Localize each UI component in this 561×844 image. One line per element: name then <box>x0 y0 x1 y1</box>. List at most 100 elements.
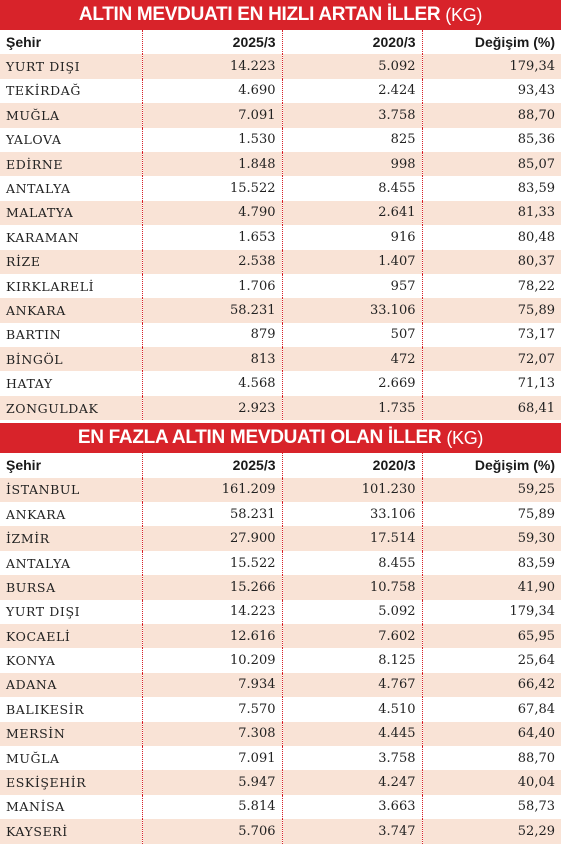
cell-2025: 7.308 <box>141 721 282 746</box>
table-row: KIRKLARELİ 1.706 957 78,22 <box>0 273 561 299</box>
cell-city: ADANA <box>0 672 142 698</box>
cell-2025: 58.231 <box>141 298 282 323</box>
cell-2025: 15.522 <box>141 176 282 201</box>
cell-change: 66,42 <box>421 672 561 698</box>
cell-2025: 10.209 <box>141 648 282 673</box>
column-header-change: Değişim (%) <box>421 453 561 478</box>
cell-change: 85,07 <box>421 151 561 177</box>
cell-change: 81,33 <box>421 200 561 226</box>
cell-city: RİZE <box>0 249 142 274</box>
cell-2020: 1.407 <box>281 249 422 274</box>
column-header-2020: 2020/3 <box>281 453 422 478</box>
cell-2020: 8.455 <box>281 550 422 576</box>
cell-2025: 27.900 <box>141 526 282 551</box>
cell-city: ANKARA <box>0 298 142 323</box>
cell-change: 80,37 <box>421 249 561 274</box>
cell-change: 88,70 <box>421 103 561 128</box>
table-row: TEKİRDAĞ 4.690 2.424 93,43 <box>0 78 561 104</box>
cell-change: 25,64 <box>421 648 561 673</box>
cell-city: ESKİŞEHİR <box>0 770 142 795</box>
table-row: YALOVA 1.530 825 85,36 <box>0 127 561 152</box>
table-row: ANTALYA 15.522 8.455 83,59 <box>0 176 561 201</box>
cell-2020: 4.767 <box>281 672 422 698</box>
cell-city: KAYSERİ <box>0 819 142 844</box>
table-row: KARAMAN 1.653 916 80,48 <box>0 225 561 250</box>
fastest-growing-table: Şehir 2025/3 2020/3 Değişim (%) YURT DIŞI 14.… <box>0 30 561 421</box>
cell-2020: 825 <box>281 127 422 152</box>
cell-2020: 33.106 <box>281 298 422 323</box>
cell-change: 40,04 <box>421 770 561 795</box>
table-row: YURT DIŞI 14.223 5.092 179,34 <box>0 599 561 624</box>
cell-city: KARAMAN <box>0 225 142 250</box>
table-row: BALIKESİR 7.570 4.510 67,84 <box>0 697 561 722</box>
header-row: Şehir 2025/3 2020/3 Değişim (%) <box>0 30 561 55</box>
cell-2020: 916 <box>281 225 422 250</box>
cell-2020: 3.747 <box>281 819 422 844</box>
cell-city: KONYA <box>0 648 142 673</box>
table-row: KOCAELİ 12.616 7.602 65,95 <box>0 623 561 649</box>
table-row: MALATYA 4.790 2.641 81,33 <box>0 200 561 226</box>
cell-change: 75,89 <box>421 298 561 323</box>
cell-2025: 7.570 <box>141 697 282 722</box>
cell-2020: 101.230 <box>281 477 422 503</box>
largest-deposit-table: Şehir 2025/3 2020/3 Değişim (%) İSTANBUL 161.… <box>0 453 561 844</box>
cell-2020: 8.125 <box>281 648 422 673</box>
cell-change: 179,34 <box>421 54 561 79</box>
cell-city: MALATYA <box>0 200 142 226</box>
cell-2025: 58.231 <box>141 502 282 527</box>
cell-2025: 813 <box>141 347 282 372</box>
cell-change: 83,59 <box>421 176 561 201</box>
cell-city: MUĞLA <box>0 103 142 128</box>
table-row: EDİRNE 1.848 998 85,07 <box>0 151 561 177</box>
cell-change: 72,07 <box>421 347 561 372</box>
table-row: KONYA 10.209 8.125 25,64 <box>0 648 561 673</box>
cell-city: BİNGÖL <box>0 347 142 372</box>
cell-2020: 998 <box>281 151 422 177</box>
cell-city: MUĞLA <box>0 745 142 771</box>
column-header-2025: 2025/3 <box>141 30 282 55</box>
cell-2025: 2.923 <box>141 395 282 421</box>
cell-2025: 15.522 <box>141 550 282 576</box>
cell-2020: 17.514 <box>281 526 422 551</box>
cell-2020: 4.445 <box>281 721 422 746</box>
cell-city: EDİRNE <box>0 151 142 177</box>
cell-change: 65,95 <box>421 623 561 649</box>
cell-city: İZMİR <box>0 526 142 551</box>
cell-2025: 15.266 <box>141 575 282 600</box>
cell-2025: 7.091 <box>141 103 282 128</box>
cell-2025: 5.814 <box>141 794 282 820</box>
table-row: ANKARA 58.231 33.106 75,89 <box>0 298 561 323</box>
cell-2020: 10.758 <box>281 575 422 600</box>
cell-change: 52,29 <box>421 819 561 844</box>
section-title: ALTIN MEVDUATI EN HIZLI ARTAN İLLER (KG) <box>0 0 561 30</box>
cell-city: ANTALYA <box>0 176 142 201</box>
cell-change: 59,25 <box>421 477 561 503</box>
cell-2025: 7.091 <box>141 745 282 771</box>
table-row: BİNGÖL 813 472 72,07 <box>0 347 561 372</box>
cell-2025: 4.568 <box>141 371 282 396</box>
cell-city: KOCAELİ <box>0 623 142 649</box>
cell-city: YURT DIŞI <box>0 599 142 624</box>
cell-2020: 3.758 <box>281 745 422 771</box>
table-row: ADANA 7.934 4.767 66,42 <box>0 672 561 698</box>
cell-2025: 2.538 <box>141 249 282 274</box>
cell-2025: 12.616 <box>141 623 282 649</box>
cell-change: 179,34 <box>421 599 561 624</box>
cell-2020: 1.735 <box>281 395 422 421</box>
cell-2025: 1.530 <box>141 127 282 152</box>
header-row: Şehir 2025/3 2020/3 Değişim (%) <box>0 453 561 478</box>
table-row: YURT DIŞI 14.223 5.092 179,34 <box>0 54 561 79</box>
cell-change: 83,59 <box>421 550 561 576</box>
table-row: BARTIN 879 507 73,17 <box>0 322 561 348</box>
cell-change: 59,30 <box>421 526 561 551</box>
cell-city: İSTANBUL <box>0 477 142 503</box>
cell-2020: 7.602 <box>281 623 422 649</box>
cell-2020: 3.663 <box>281 794 422 820</box>
section-gap <box>0 420 561 424</box>
cell-2025: 14.223 <box>141 54 282 79</box>
cell-2025: 1.653 <box>141 225 282 250</box>
cell-city: BURSA <box>0 575 142 600</box>
table-row: ANKARA 58.231 33.106 75,89 <box>0 502 561 527</box>
table-row: İSTANBUL 161.209 101.230 59,25 <box>0 477 561 503</box>
